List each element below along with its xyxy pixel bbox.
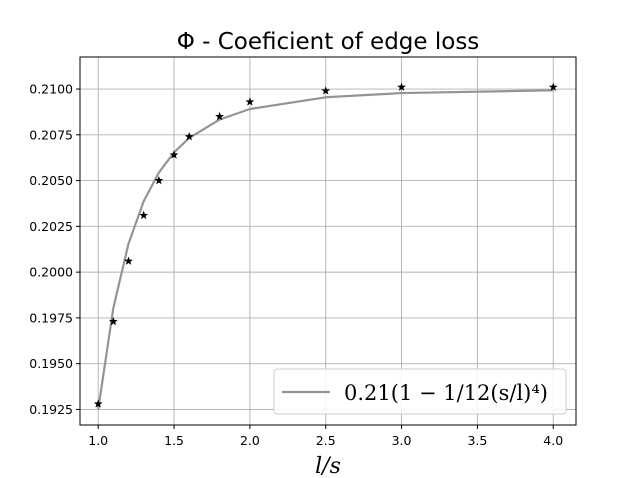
x-tick-label: 4.0 bbox=[543, 433, 563, 448]
data-point bbox=[548, 82, 558, 91]
grid bbox=[80, 57, 576, 425]
data-point bbox=[109, 316, 118, 326]
x-tick-label: 3.5 bbox=[467, 433, 487, 448]
y-tick-label: 0.2050 bbox=[29, 173, 73, 188]
data-point bbox=[215, 111, 224, 121]
y-tick-label: 0.1925 bbox=[29, 402, 73, 417]
y-tick-label: 0.1975 bbox=[29, 310, 73, 325]
y-tick-label: 0.2000 bbox=[29, 265, 73, 280]
data-point bbox=[245, 97, 255, 106]
data-point bbox=[321, 86, 331, 95]
chart-title: Φ - Coeficient of edge loss bbox=[177, 29, 480, 55]
data-point bbox=[184, 132, 194, 141]
plot-frame bbox=[79, 56, 577, 426]
data-point bbox=[139, 210, 149, 220]
data-point bbox=[169, 150, 179, 159]
legend-box bbox=[273, 368, 567, 415]
series-layer bbox=[93, 82, 558, 410]
y-tick-label: 0.2100 bbox=[29, 82, 73, 97]
data-point bbox=[93, 399, 103, 408]
y-tick-label: 0.2075 bbox=[29, 127, 73, 142]
data-point bbox=[124, 256, 133, 265]
y-tick-label: 0.2025 bbox=[29, 219, 73, 234]
axis-ticks: 1.0 1.5 2.0 2.5 3.0 3.5 4.0 0.1925 0.1950 0.1975 0… bbox=[29, 82, 563, 448]
data-point bbox=[397, 82, 406, 91]
x-axis-label: l/s bbox=[315, 454, 341, 478]
legend: 0.21(1 − 1/12(s/l)⁴) bbox=[273, 368, 567, 415]
x-tick-label: 2.5 bbox=[316, 433, 336, 448]
x-tick-label: 1.5 bbox=[164, 433, 184, 448]
x-tick-label: 3.0 bbox=[392, 433, 412, 448]
y-tick-label: 0.1950 bbox=[29, 356, 73, 371]
legend-label: 0.21(1 − 1/12(s/l)⁴) bbox=[344, 381, 548, 405]
x-tick-label: 1.0 bbox=[88, 433, 108, 448]
data-point bbox=[154, 175, 164, 185]
x-tick-label: 2.0 bbox=[240, 433, 260, 448]
series-line bbox=[97, 89, 554, 410]
